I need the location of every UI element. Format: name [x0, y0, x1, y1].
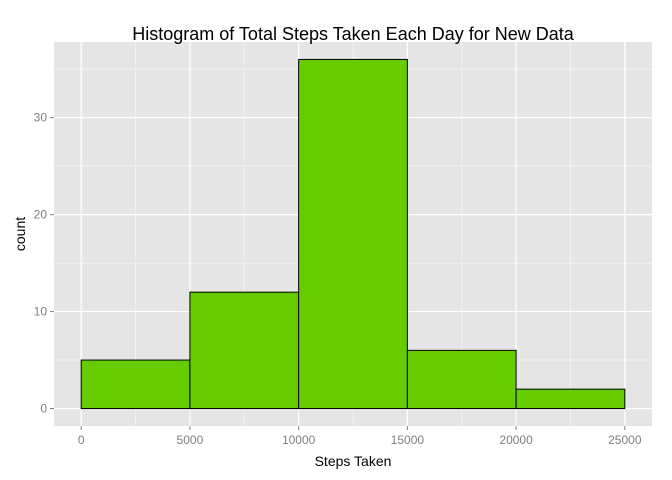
- y-axis-label: count: [12, 217, 28, 251]
- x-tick-label: 10000: [282, 433, 316, 447]
- y-tick-label: 10: [34, 305, 48, 319]
- x-tick-label: 5000: [177, 433, 204, 447]
- x-axis-ticks: 0 5000 10000 15000 20000 25000: [78, 426, 642, 447]
- y-axis-ticks: 0 10 20 30: [34, 111, 54, 416]
- y-tick-label: 0: [40, 402, 47, 416]
- histogram-bar-5: [515, 388, 626, 410]
- x-tick-label: 25000: [608, 433, 642, 447]
- histogram-bar-2: [189, 291, 300, 410]
- y-tick-label: 30: [34, 111, 48, 125]
- histogram-bar-4: [406, 349, 517, 410]
- histogram-bars: [80, 58, 626, 410]
- chart-title: Histogram of Total Steps Taken Each Day …: [132, 24, 575, 44]
- x-axis-label: Steps Taken: [315, 453, 392, 469]
- x-tick-label: 20000: [499, 433, 533, 447]
- histogram-bar-1: [80, 359, 191, 410]
- y-tick-label: 20: [34, 208, 48, 222]
- histogram-bar-3: [298, 58, 408, 410]
- x-tick-label: 0: [78, 433, 85, 447]
- x-tick-label: 15000: [391, 433, 425, 447]
